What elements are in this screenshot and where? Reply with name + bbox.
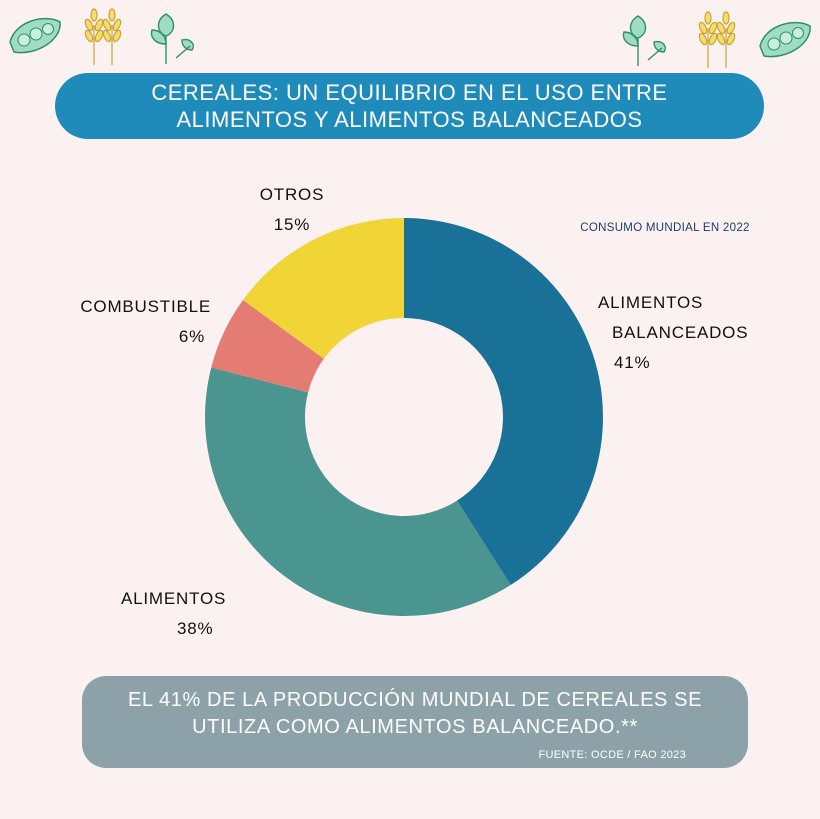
label-balanceados-pct: 41% — [614, 353, 651, 372]
label-otros-pct: 15% — [273, 215, 311, 234]
chart-subtitle: CONSUMO MUNDIAL EN 2022 — [580, 222, 750, 234]
label-balanceados-line2: BALANCEADOS — [612, 323, 749, 342]
title-banner: CEREALES: UN EQUILIBRIO EN EL USO ENTRE … — [55, 73, 764, 139]
donut-slice-alimentos-balanceados — [404, 218, 604, 586]
herb-leaf-icon — [622, 15, 666, 66]
label-combustible-pct: 6% — [178, 327, 205, 346]
footer-banner: EL 41% DE LA PRODUCCIÓN MUNDIAL DE CEREA… — [82, 676, 748, 768]
wheat-icon — [84, 8, 122, 65]
label-combustible-name: COMBUSTIBLE — [80, 297, 211, 316]
label-alimentos-name: ALIMENTOS — [121, 589, 227, 608]
label-balanceados-line1: ALIMENTOS — [598, 293, 704, 312]
label-alimentos-pct: 38% — [177, 619, 214, 638]
label-alimentos-balanceados: ALIMENTOS BALANCEADOS 41% — [598, 288, 748, 378]
title-line-1: CEREALES: UN EQUILIBRIO EN EL USO ENTRE — [151, 80, 668, 105]
footer-line-2: UTILIZA COMO ALIMENTOS BALANCEADO.** — [192, 716, 638, 738]
label-combustible: COMBUSTIBLE 6% — [75, 292, 211, 352]
title-line-2: ALIMENTOS Y ALIMENTOS BALANCEADOS — [176, 107, 643, 132]
source-note: FUENTE: OCDE / FAO 2023 — [538, 749, 686, 761]
label-alimentos: ALIMENTOS 38% — [121, 584, 226, 644]
footer-line-1: EL 41% DE LA PRODUCCIÓN MUNDIAL DE CEREA… — [127, 689, 703, 711]
donut-slice-otros — [243, 218, 404, 359]
donut-slice-combustible — [211, 300, 324, 393]
donut-slice-alimentos — [205, 367, 511, 616]
peas-icon — [9, 17, 61, 54]
label-otros: OTROS 15% — [256, 180, 328, 240]
label-otros-name: OTROS — [259, 185, 325, 204]
herb-leaf-icon — [150, 13, 194, 64]
peas-icon — [759, 21, 811, 58]
wheat-icon — [698, 11, 736, 68]
